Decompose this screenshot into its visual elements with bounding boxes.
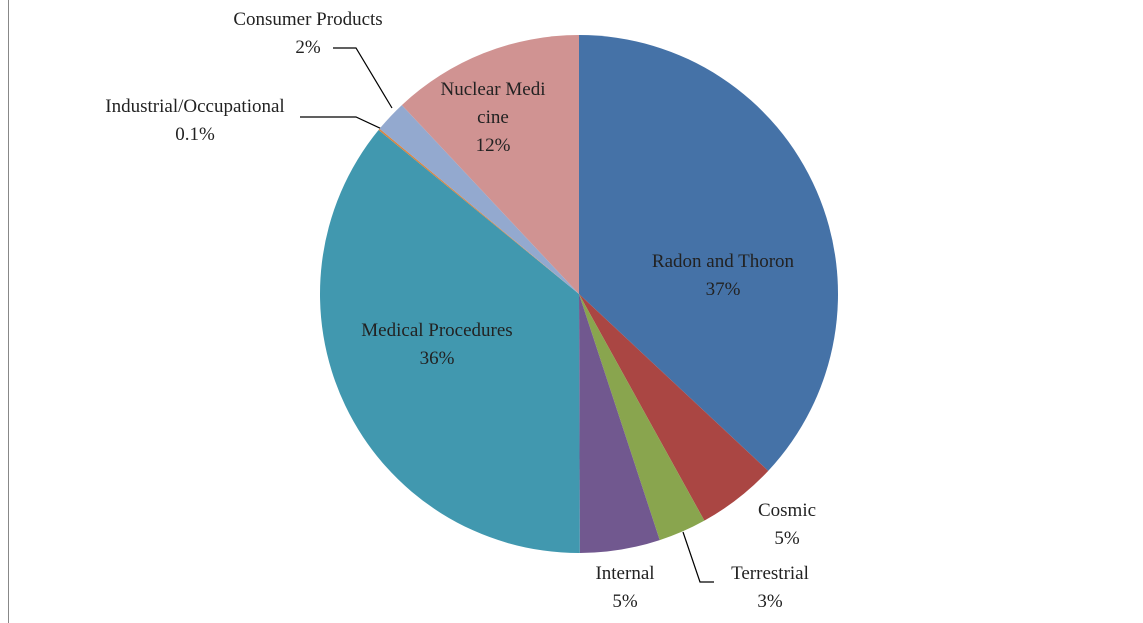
- value-label: 0.1%: [175, 124, 215, 145]
- value-label: 36%: [419, 348, 455, 369]
- value-label: 5%: [774, 528, 800, 549]
- data-label: Radon and Thoron 37%: [613, 248, 833, 304]
- value-label: 2%: [295, 37, 321, 58]
- leader-line: [682, 531, 714, 583]
- value-label: 37%: [705, 279, 741, 300]
- pie-slice: [579, 294, 769, 521]
- data-label: Medical Procedures 36%: [317, 317, 557, 373]
- pie-slice: [579, 294, 705, 541]
- pie-slice: [378, 128, 579, 294]
- data-label: Nuclear Medicine 12%: [438, 76, 548, 160]
- leader-line: [300, 116, 385, 131]
- pie-slice: [401, 34, 579, 294]
- category-label: Industrial/Occupational: [105, 96, 285, 117]
- leader-line: [333, 47, 393, 109]
- data-label: Cosmic 5%: [727, 497, 847, 553]
- data-label: Internal 5%: [565, 560, 685, 616]
- category-label: Consumer Products: [233, 9, 383, 30]
- category-label: Terrestrial: [731, 563, 809, 584]
- pie-slice: [579, 294, 660, 553]
- data-label: Industrial/Occupational 0.1%: [104, 93, 286, 149]
- pie-slice: [319, 129, 580, 553]
- value-label: 5%: [612, 591, 638, 612]
- value-label: 3%: [757, 591, 783, 612]
- value-label: 12%: [475, 135, 511, 156]
- category-label: Nuclear Medicine: [440, 79, 546, 128]
- category-label: Medical Procedures: [361, 320, 513, 341]
- pie-slice: [379, 105, 579, 295]
- pie-slice: [579, 35, 838, 471]
- category-label: Internal: [595, 563, 655, 584]
- data-label: Consumer Products 2%: [198, 6, 418, 62]
- data-label: Terrestrial 3%: [700, 560, 840, 616]
- category-label: Cosmic: [757, 500, 817, 521]
- category-label: Radon and Thoron: [651, 251, 795, 272]
